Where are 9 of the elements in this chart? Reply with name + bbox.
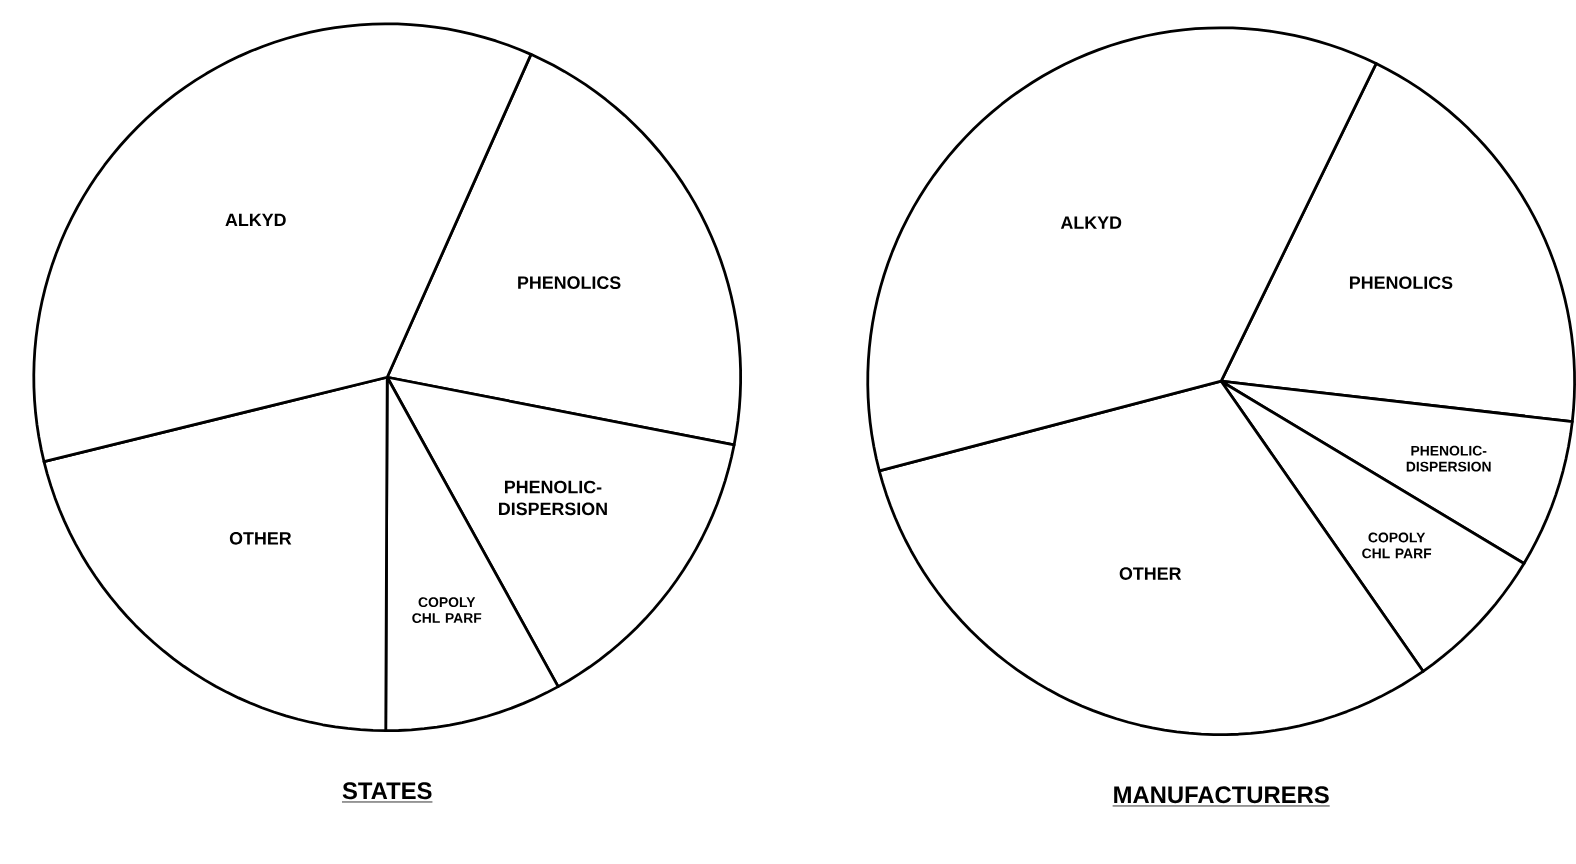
- slice-label: ALKYD: [1060, 216, 1122, 229]
- slice-label: OTHER: [229, 532, 292, 545]
- slice-label: PHENOLICS: [1349, 276, 1453, 290]
- slice-label: PHENOLIC-DISPERSION: [499, 480, 607, 516]
- text: MANUFACTURERS: [1114, 786, 1329, 804]
- slice-label: OTHER: [1119, 567, 1182, 581]
- text: STATES: [342, 782, 432, 800]
- slice-label: PHENOLICS: [518, 276, 621, 290]
- slice-label: ALKYD: [225, 213, 286, 227]
